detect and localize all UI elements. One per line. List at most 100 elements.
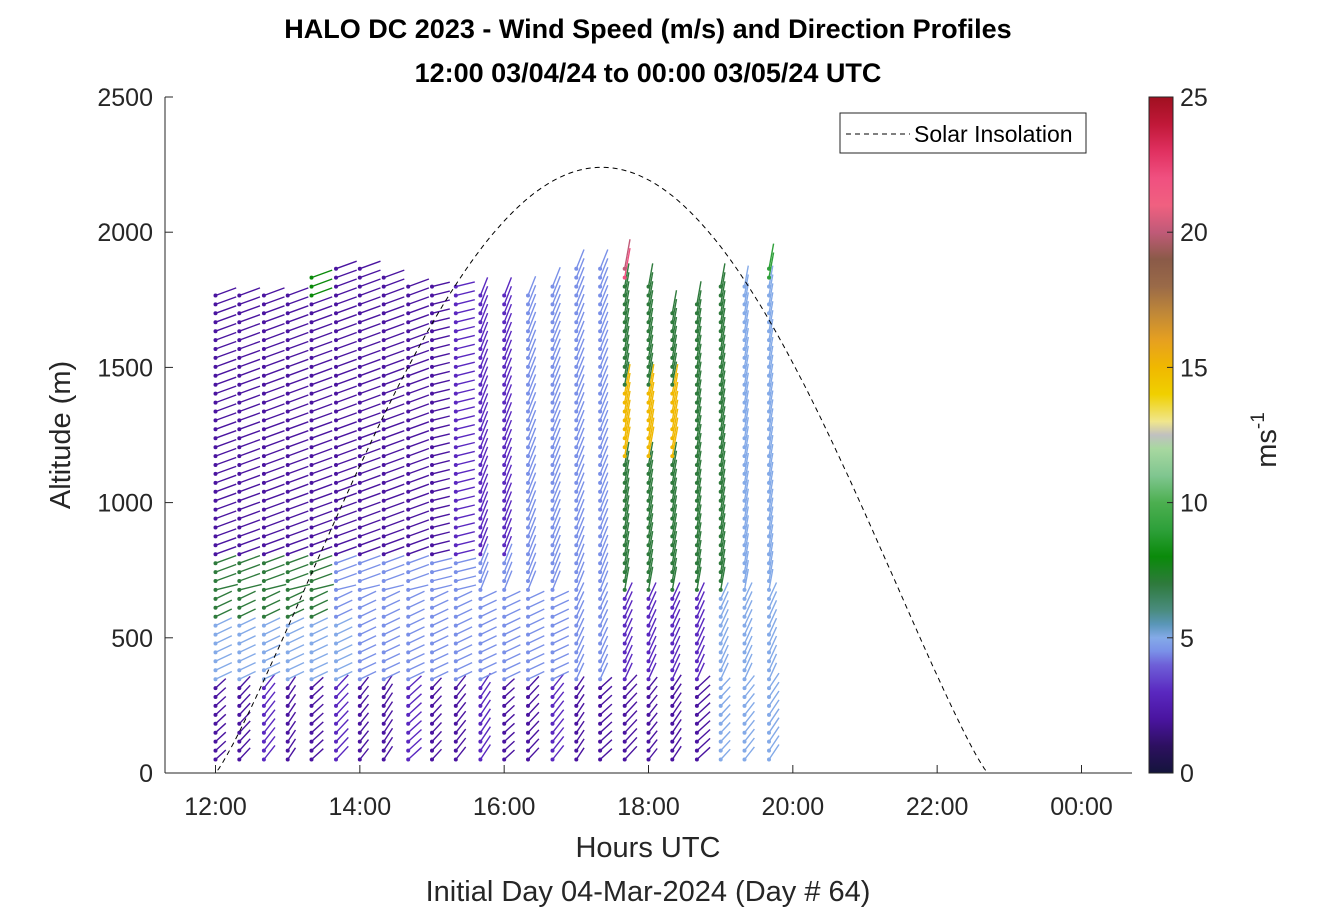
wind-barb-point — [261, 579, 266, 583]
wind-barb-point — [285, 686, 290, 691]
wind-barb — [455, 584, 477, 591]
wind-barb-point — [646, 739, 651, 744]
wind-barb — [455, 308, 475, 314]
wind-barb — [479, 455, 489, 475]
wind-barb-point — [502, 480, 507, 485]
wind-barb-point — [478, 605, 483, 610]
wind-barb-point — [694, 427, 699, 432]
wind-barb-point — [646, 409, 651, 414]
wind-barb-point — [357, 525, 362, 530]
wind-barb — [335, 367, 357, 377]
colorbar-tick-label: 25 — [1180, 84, 1208, 112]
wind-barb — [743, 568, 749, 591]
wind-barb-point — [646, 480, 651, 485]
wind-barb — [743, 635, 753, 653]
wind-barb-point — [261, 614, 266, 619]
wind-barb-point — [213, 686, 218, 691]
wind-barb-point — [502, 721, 507, 726]
wind-barb-point — [285, 409, 290, 414]
wind-barb — [263, 652, 281, 662]
wind-barb-point — [694, 570, 699, 575]
wind-barb — [215, 572, 237, 582]
wind-barb — [624, 281, 630, 305]
wind-barb-point — [309, 293, 314, 298]
wind-barb-point — [767, 712, 771, 717]
wind-barb — [263, 617, 281, 627]
wind-barb — [671, 600, 681, 617]
wind-barb — [671, 591, 681, 609]
wind-barb — [647, 486, 654, 510]
wind-barb-point — [453, 507, 458, 512]
wind-barb — [768, 354, 774, 376]
wind-barb — [239, 644, 256, 654]
wind-barb-point — [670, 427, 675, 432]
wind-barb — [311, 519, 333, 529]
wind-barb — [215, 608, 233, 618]
wind-barb — [696, 486, 702, 510]
wind-barb-point — [406, 668, 411, 673]
wind-barb — [455, 701, 467, 716]
wind-barb-point — [502, 293, 507, 298]
wind-barb — [768, 582, 778, 600]
wind-barb — [671, 635, 681, 653]
wind-barb — [479, 735, 491, 751]
wind-barb-point — [453, 561, 458, 566]
wind-barb — [263, 735, 276, 752]
x-tick-label: 22:00 — [906, 793, 969, 821]
wind-barb — [383, 563, 405, 573]
wind-barb — [287, 546, 309, 555]
wind-barb-point — [309, 409, 314, 414]
wind-barb — [624, 530, 630, 555]
wind-barb — [696, 693, 711, 707]
wind-barb-point — [550, 302, 555, 307]
wind-barb-point — [718, 382, 723, 387]
wind-barb-point — [381, 480, 386, 485]
wind-barb-point — [430, 730, 434, 735]
wind-barb — [671, 495, 678, 519]
wind-barb — [263, 349, 285, 359]
wind-barb-point — [357, 534, 362, 539]
wind-barb — [720, 423, 726, 448]
wind-barb — [287, 563, 309, 573]
wind-barb-point — [334, 463, 338, 467]
wind-barb — [335, 474, 357, 484]
wind-barb — [287, 510, 309, 520]
wind-barb-point — [526, 454, 530, 459]
wind-barb-point — [406, 507, 411, 512]
wind-barb-point — [670, 516, 675, 521]
wind-barb — [215, 447, 237, 457]
wind-barb — [287, 644, 305, 654]
wind-barb-point — [598, 355, 603, 360]
wind-barb-point — [767, 480, 771, 485]
wind-barb-point — [526, 302, 530, 307]
wind-barb-point — [694, 409, 699, 414]
wind-barb-point — [694, 338, 699, 343]
wind-barb — [768, 617, 778, 635]
wind-barb-point — [381, 757, 386, 762]
wind-barb — [239, 367, 261, 377]
wind-barb-point — [357, 498, 362, 503]
wind-barb — [696, 684, 711, 698]
wind-barb-point — [334, 552, 338, 557]
wind-barb — [239, 652, 256, 662]
wind-barb — [431, 531, 450, 538]
wind-barb-point — [646, 391, 651, 396]
wind-barb — [647, 557, 654, 582]
wind-barb-point — [622, 266, 627, 271]
wind-barb-point — [213, 463, 218, 467]
wind-barb-point — [309, 311, 314, 316]
wind-barb — [407, 563, 430, 573]
wind-barb — [383, 465, 405, 475]
wind-barb — [383, 474, 405, 484]
wind-barb-point — [574, 436, 579, 441]
wind-barb — [431, 442, 450, 448]
wind-barb — [599, 685, 613, 698]
wind-barb-point — [237, 712, 242, 717]
wind-barb-point — [406, 721, 411, 726]
wind-barb-point — [718, 355, 723, 360]
wind-barb-point — [430, 355, 434, 360]
wind-barb — [768, 744, 780, 760]
wind-barb — [696, 566, 702, 591]
wind-barb — [455, 325, 475, 332]
wind-barb — [455, 590, 473, 600]
